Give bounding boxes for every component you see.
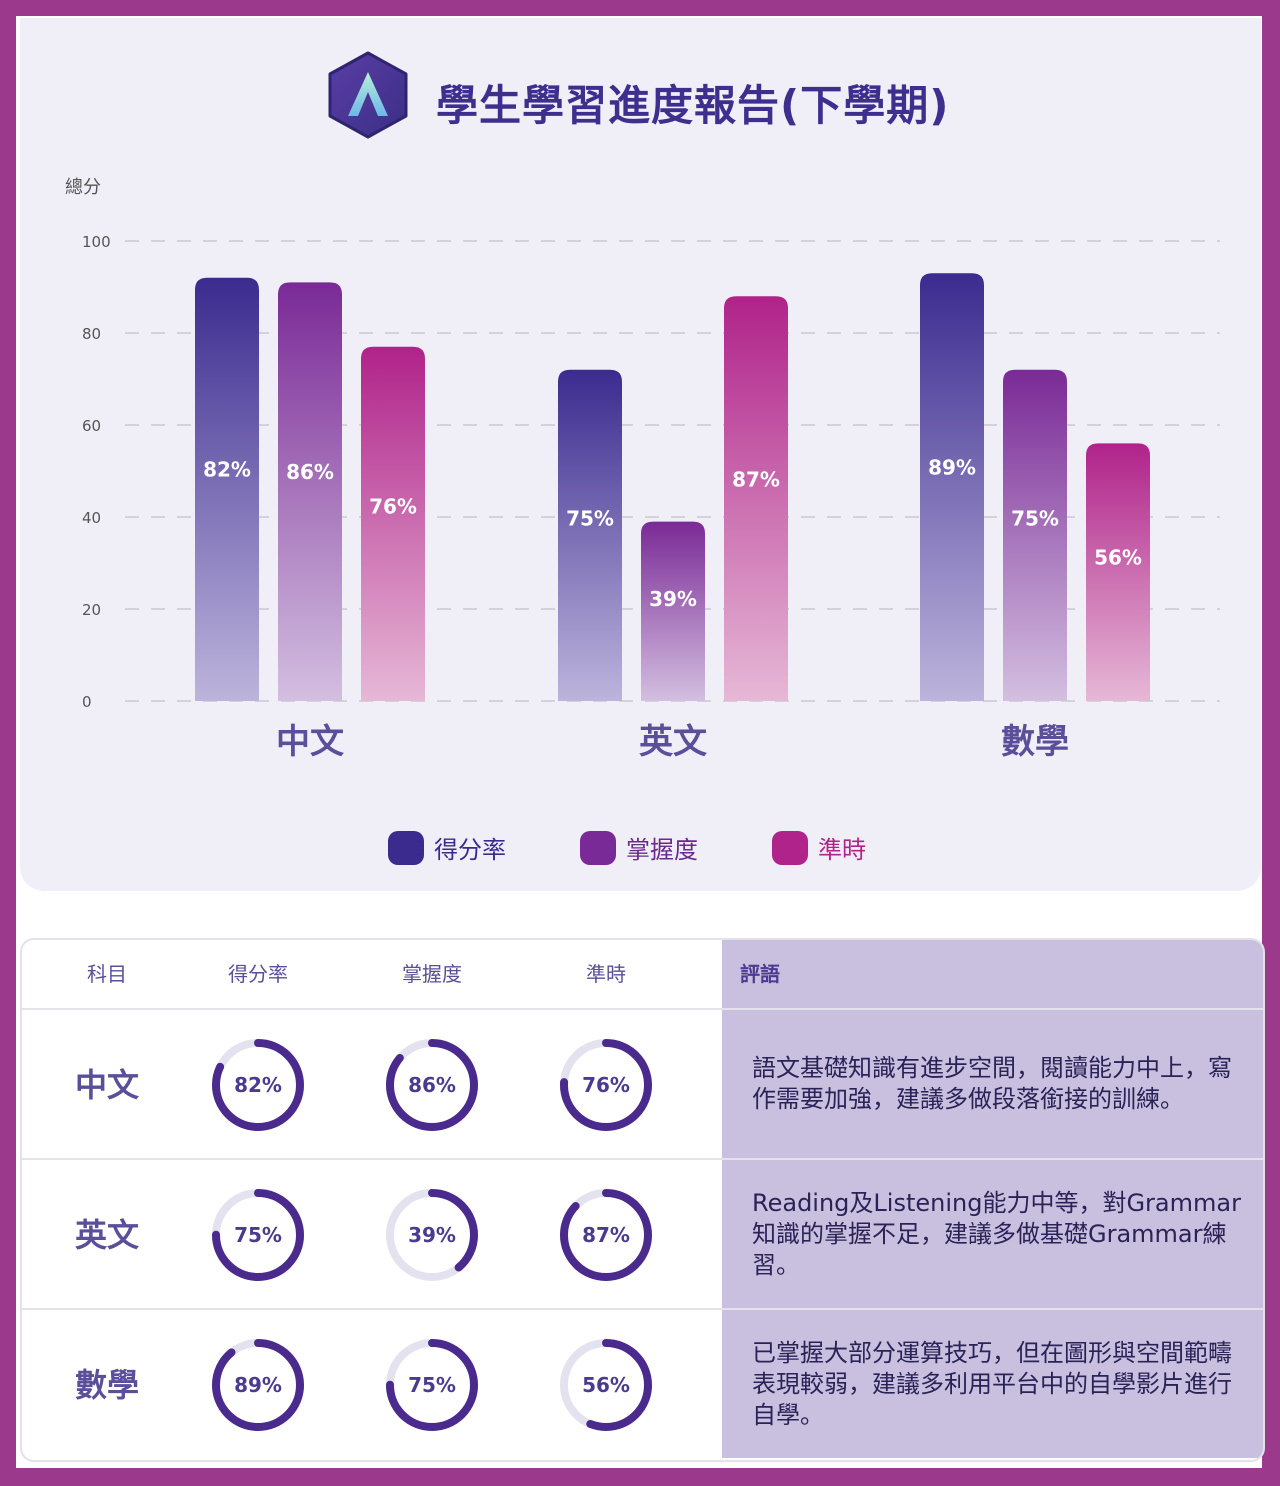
ontime-ring	[560, 1189, 652, 1281]
ring-progress	[560, 1189, 652, 1281]
header-subject: 科目	[87, 962, 127, 986]
chart-panel: 學生學習進度報告(下學期) 總分 0 20 40 60 80 100 82% 86% 76% 中文 7…	[20, 18, 1261, 891]
bar	[724, 296, 788, 701]
ring-progress	[212, 1339, 304, 1431]
progress-table: 科目 得分率 掌握度 準時 評語 中文 82% 86% 76% 語文基礎知識有進…	[20, 938, 1265, 1462]
bar	[361, 346, 425, 701]
ring-progress	[560, 1339, 652, 1431]
ring-progress	[386, 1339, 478, 1431]
table-row-chinese: 中文 82% 86% 76% 語文基礎知識有進步空間，閱讀能力中上，寫作需要加強…	[22, 1008, 1263, 1160]
legend-swatch-mastery	[580, 830, 616, 865]
mastery-value: 75%	[408, 1373, 456, 1397]
score-value: 82%	[234, 1073, 282, 1097]
score-ring	[212, 1339, 304, 1431]
comment-cell: 已掌握大部分運算技巧，但在圖形與空間範疇表現較弱，建議多利用平台中的自學影片進行…	[722, 1310, 1263, 1458]
ring-progress	[212, 1039, 304, 1131]
legend-swatch-score	[388, 830, 424, 865]
legend-label-mastery: 掌握度	[626, 836, 698, 864]
table-row-english: 英文 75% 39% 87% Reading及Listening能力中等，對Gr…	[22, 1158, 1263, 1310]
bar-data-label: 75%	[1011, 506, 1059, 530]
legend-label-ontime: 準時	[818, 836, 866, 864]
x-category-label: 英文	[639, 722, 707, 762]
ring-progress	[212, 1189, 304, 1281]
score-value: 89%	[234, 1373, 282, 1397]
legend-label-score: 得分率	[434, 836, 506, 864]
mastery-value: 86%	[408, 1073, 456, 1097]
bar	[195, 277, 259, 701]
bar-data-label: 87%	[732, 467, 780, 491]
legend-swatch-ontime	[772, 830, 808, 865]
x-category-label: 中文	[276, 722, 344, 762]
bar	[1086, 443, 1150, 701]
mastery-ring	[386, 1189, 478, 1281]
mastery-value: 39%	[408, 1223, 456, 1247]
y-tick-label: 40	[82, 509, 101, 527]
bar	[920, 273, 984, 701]
legend-item-mastery: 掌握度	[580, 830, 698, 865]
bar-data-label: 39%	[649, 587, 697, 611]
ontime-ring	[560, 1339, 652, 1431]
comment-cell: Reading及Listening能力中等，對Grammar知識的掌握不足，建議…	[722, 1160, 1263, 1308]
comment-cell: 語文基礎知識有進步空間，閱讀能力中上，寫作需要加強，建議多做段落銜接的訓練。	[722, 1010, 1263, 1158]
mastery-ring	[386, 1339, 478, 1431]
bar	[278, 282, 342, 701]
bar-data-label: 86%	[286, 460, 334, 484]
header-mastery: 掌握度	[402, 962, 462, 986]
page-title: 學生學習進度報告(下學期)	[436, 81, 950, 130]
ring-progress	[560, 1039, 652, 1131]
bar-data-label: 75%	[566, 506, 614, 530]
header-comment: 評語	[722, 940, 1263, 1008]
score-value: 75%	[234, 1223, 282, 1247]
bar-chart: 總分 0 20 40 60 80 100 82% 86% 76% 中文 75% 39% 87% 英文 89% 7…	[65, 177, 1220, 762]
bar-data-label: 82%	[203, 458, 251, 482]
header-ontime: 準時	[586, 962, 626, 986]
bar	[558, 369, 622, 701]
legend-item-score: 得分率	[388, 830, 506, 865]
y-axis-label: 總分	[65, 177, 101, 198]
subject-label: 中文	[74, 1066, 139, 1104]
x-category-label: 數學	[1001, 722, 1069, 762]
bar-data-label: 89%	[928, 455, 976, 479]
subject-label: 數學	[74, 1366, 139, 1404]
hexagon-a-logo-icon	[328, 51, 408, 139]
y-tick-label: 60	[82, 417, 101, 435]
y-tick-label: 0	[82, 693, 92, 711]
score-ring	[212, 1039, 304, 1131]
score-ring	[212, 1189, 304, 1281]
y-tick-label: 100	[82, 233, 111, 251]
header-score: 得分率	[228, 962, 288, 986]
ontime-value: 87%	[582, 1223, 630, 1247]
bar-data-label: 56%	[1094, 545, 1142, 569]
ontime-value: 56%	[582, 1373, 630, 1397]
bar	[1003, 369, 1067, 701]
comment-text: 已掌握大部分運算技巧，但在圖形與空間範疇表現較弱，建議多利用平台中的自學影片進行…	[752, 1338, 1232, 1429]
chart-legend: 得分率 掌握度 準時	[20, 830, 1261, 870]
ring-progress	[386, 1189, 478, 1281]
ontime-value: 76%	[582, 1073, 630, 1097]
ontime-ring	[560, 1039, 652, 1131]
y-tick-label: 80	[82, 325, 101, 343]
subject-label: 英文	[74, 1216, 139, 1254]
comment-text: Reading及Listening能力中等，對Grammar知識的掌握不足，建議…	[752, 1188, 1241, 1279]
table-row-math: 數學 89% 75% 56% 已掌握大部分運算技巧，但在圖形與空間範疇表現較弱，…	[22, 1308, 1263, 1460]
ring-progress	[386, 1039, 478, 1131]
bar-data-label: 76%	[369, 494, 417, 518]
bar	[641, 521, 705, 701]
mastery-ring	[386, 1039, 478, 1131]
y-tick-label: 20	[82, 601, 101, 619]
legend-item-ontime: 準時	[772, 830, 866, 865]
comment-text: 語文基礎知識有進步空間，閱讀能力中上，寫作需要加強，建議多做段落銜接的訓練。	[752, 1054, 1232, 1113]
